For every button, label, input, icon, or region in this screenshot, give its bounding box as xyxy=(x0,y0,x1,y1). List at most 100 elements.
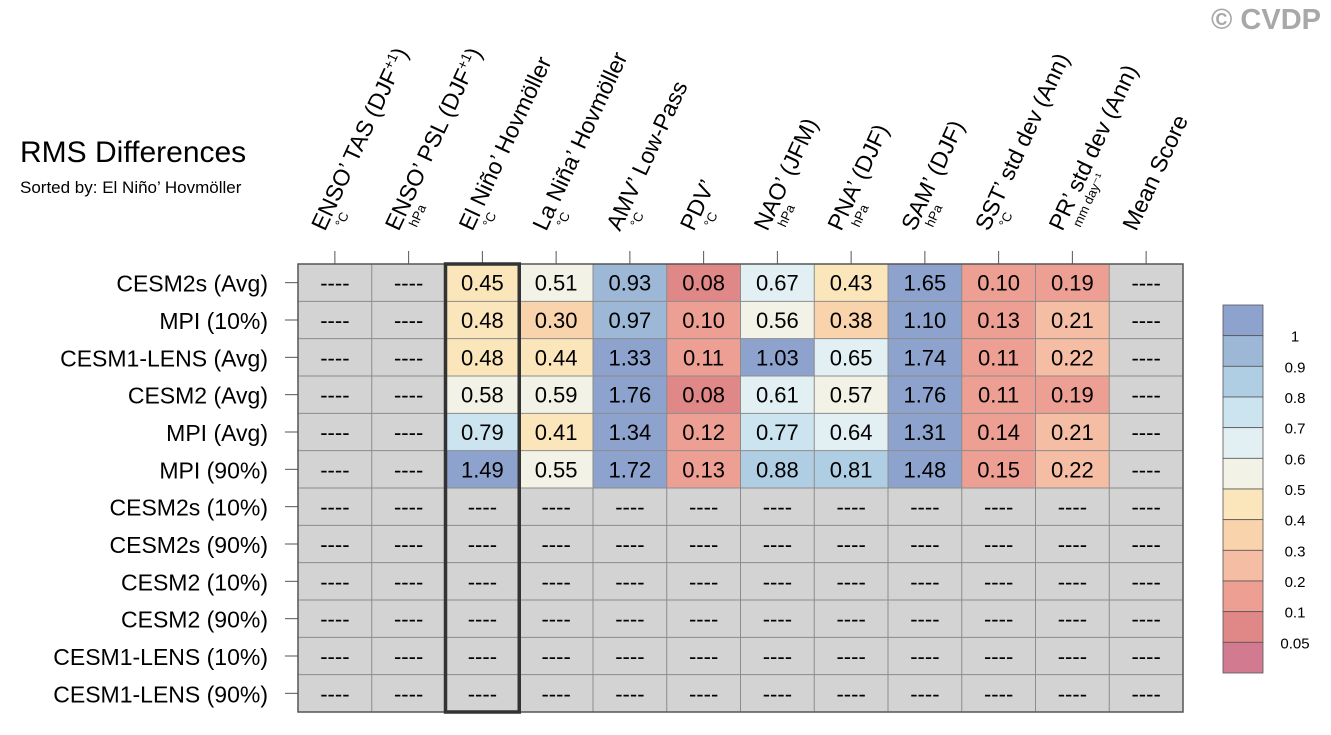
row-label: MPI (90%) xyxy=(159,457,268,483)
heatmap-cell xyxy=(371,562,446,600)
heatmap-cell xyxy=(666,600,741,638)
cell-value: ---- xyxy=(1058,495,1087,520)
heatmap-cell xyxy=(371,264,446,302)
heatmap-cell xyxy=(961,301,1036,339)
heatmap-cell xyxy=(814,264,888,302)
heatmap-cell xyxy=(371,413,446,451)
cell-value: ---- xyxy=(394,644,423,669)
cell-value: ---- xyxy=(541,532,570,557)
colorbar-box xyxy=(1222,519,1264,551)
heatmap-cell xyxy=(1109,488,1183,526)
heatmap-cell xyxy=(1035,264,1110,302)
cell-value: ---- xyxy=(615,495,644,520)
heatmap-cell xyxy=(298,301,372,339)
column-unit: °C xyxy=(996,210,1016,230)
cell-value: 0.48 xyxy=(461,308,504,333)
cell-value: ---- xyxy=(1131,569,1160,594)
heatmap-cell xyxy=(1035,562,1110,600)
colorbar-box xyxy=(1222,427,1264,459)
heatmap-cell xyxy=(445,450,520,488)
cell-value: ---- xyxy=(763,532,792,557)
cell-value: 0.08 xyxy=(682,271,725,296)
cell-value: ---- xyxy=(984,569,1013,594)
cell-value: 0.11 xyxy=(683,345,724,370)
cell-value: ---- xyxy=(394,420,423,445)
heatmap-cell xyxy=(666,413,741,451)
cell-value: 0.57 xyxy=(830,383,873,408)
heatmap-cell xyxy=(888,338,962,376)
cell-value: ---- xyxy=(468,569,497,594)
heatmap-cell xyxy=(740,264,815,302)
cell-value: ---- xyxy=(910,681,939,706)
cell-value: ---- xyxy=(910,532,939,557)
cell-value: 0.22 xyxy=(1051,345,1094,370)
heatmap-cell xyxy=(666,488,741,526)
heatmap-cell xyxy=(519,413,593,451)
cell-value: ---- xyxy=(320,457,349,482)
column-headers: ENSO’ TAS (DJF+1)°C ENSO’ PSL (DJF+1)hPa E… xyxy=(306,43,1193,264)
cell-value: 1.65 xyxy=(903,271,946,296)
heatmap-cell xyxy=(1109,413,1183,451)
column-unit: °C xyxy=(627,210,647,230)
cell-value: ---- xyxy=(984,532,1013,557)
heatmap-cell xyxy=(519,301,593,339)
cell-value: 0.30 xyxy=(535,308,578,333)
cell-value: ---- xyxy=(320,607,349,632)
heatmap-cell xyxy=(371,376,446,414)
heatmap-cell xyxy=(445,525,520,563)
cell-value: ---- xyxy=(1131,607,1160,632)
cell-value: ---- xyxy=(394,681,423,706)
colorbar-box xyxy=(1222,396,1264,429)
cell-value: ---- xyxy=(763,681,792,706)
cell-value: 0.58 xyxy=(461,383,504,408)
heatmap-cell xyxy=(593,600,667,638)
heatmap-cell xyxy=(814,301,888,339)
cell-value: 1.03 xyxy=(756,345,799,370)
cell-value: ---- xyxy=(320,495,349,520)
cell-value: 0.44 xyxy=(535,345,578,370)
heatmap-cell xyxy=(445,338,520,376)
heatmap-cell xyxy=(593,637,667,675)
heatmap-cell xyxy=(298,264,372,302)
cell-value: 0.65 xyxy=(830,345,873,370)
colorbar-label: 0.5 xyxy=(1285,482,1306,499)
heatmap-cell xyxy=(961,525,1036,563)
heatmap-cell xyxy=(961,338,1036,376)
row-label: CESM1-LENS (10%) xyxy=(53,644,268,670)
heatmap-cell xyxy=(445,600,520,638)
cell-value: 1.76 xyxy=(608,383,651,408)
cell-value: ---- xyxy=(615,532,644,557)
heatmap-cell xyxy=(666,264,741,302)
cell-value: 1.49 xyxy=(461,457,504,482)
heatmap-cell xyxy=(519,264,593,302)
heatmap-cell xyxy=(519,674,593,712)
heatmap-cell xyxy=(1109,525,1183,563)
cell-value: ---- xyxy=(468,532,497,557)
row-label: CESM2 (10%) xyxy=(121,569,268,595)
cell-value: ---- xyxy=(763,607,792,632)
heatmap-cell xyxy=(814,562,888,600)
row-label: CESM2s (90%) xyxy=(110,532,268,558)
chart-title: RMS Differences xyxy=(20,136,247,169)
heatmap-cell xyxy=(814,413,888,451)
cell-value: 0.11 xyxy=(978,383,1019,408)
cell-value: 0.88 xyxy=(756,457,799,482)
cell-value: ---- xyxy=(1058,644,1087,669)
sorted-column-highlight xyxy=(443,262,521,714)
cell-value: 0.55 xyxy=(535,457,578,482)
heatmap-cell xyxy=(593,488,667,526)
cell-value: ---- xyxy=(394,383,423,408)
heatmap-cell xyxy=(445,301,520,339)
heatmap-cell xyxy=(814,674,888,712)
cell-value: 0.64 xyxy=(830,420,873,445)
cell-value: ---- xyxy=(1131,495,1160,520)
cell-value: 0.10 xyxy=(977,271,1020,296)
heatmap-cell xyxy=(961,264,1036,302)
table-border xyxy=(297,263,1184,713)
column-unit: °C xyxy=(332,210,352,230)
heatmap-cell xyxy=(888,450,962,488)
heatmap-cell xyxy=(666,338,741,376)
cell-value: ---- xyxy=(468,607,497,632)
cell-value: 0.10 xyxy=(682,308,725,333)
